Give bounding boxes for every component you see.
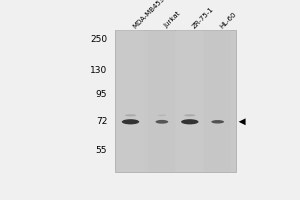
Ellipse shape bbox=[184, 114, 196, 116]
Text: 130: 130 bbox=[90, 66, 107, 75]
Bar bbox=[148, 30, 175, 172]
Ellipse shape bbox=[158, 115, 166, 116]
Ellipse shape bbox=[125, 114, 136, 116]
Text: HL-60: HL-60 bbox=[219, 11, 238, 29]
Ellipse shape bbox=[181, 119, 199, 124]
Text: 72: 72 bbox=[96, 117, 107, 126]
Bar bbox=[116, 30, 236, 172]
Text: Jurkat: Jurkat bbox=[163, 11, 182, 29]
Polygon shape bbox=[238, 118, 246, 125]
Text: 250: 250 bbox=[90, 35, 107, 44]
Bar bbox=[204, 30, 231, 172]
Ellipse shape bbox=[211, 120, 224, 124]
Ellipse shape bbox=[122, 119, 139, 124]
Bar bbox=[176, 30, 203, 172]
Text: MDA-MB453: MDA-MB453 bbox=[132, 0, 166, 29]
Bar bbox=[117, 30, 144, 172]
Text: 95: 95 bbox=[96, 90, 107, 99]
Text: 55: 55 bbox=[96, 146, 107, 155]
Ellipse shape bbox=[155, 120, 168, 124]
Text: ZR-75-1: ZR-75-1 bbox=[191, 6, 215, 29]
